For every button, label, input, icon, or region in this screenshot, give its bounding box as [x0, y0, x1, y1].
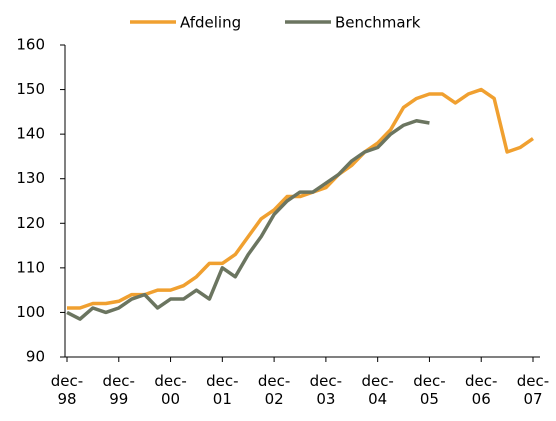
y-tick-label: 140	[16, 125, 45, 143]
x-tick-label: dec- 04	[361, 372, 394, 408]
y-tick-label: 130	[16, 169, 45, 187]
x-tick-label: dec- 02	[257, 372, 291, 408]
series-line	[66, 119, 430, 321]
x-tick-label: dec- 99	[102, 372, 135, 408]
y-tick-label: 100	[16, 303, 45, 321]
x-tick-label: dec- 07	[516, 372, 550, 408]
y-tick-label: 150	[16, 80, 45, 98]
x-tick-label: dec- 03	[309, 372, 343, 408]
x-tick-label: dec- 01	[206, 372, 239, 408]
y-tick-label: 160	[16, 36, 45, 54]
y-tick-label: 90	[26, 348, 45, 366]
y-tick-label: 120	[16, 214, 45, 232]
x-tick-label: dec- 00	[154, 372, 187, 408]
x-tick-label: dec- 06	[465, 372, 498, 408]
legend-label: Benchmark	[335, 14, 421, 32]
x-tick-label: dec- 05	[413, 372, 446, 408]
x-tick-label: dec- 98	[50, 372, 84, 408]
legend-label: Afdeling	[180, 14, 241, 32]
series-line	[67, 87, 534, 310]
y-tick-label: 110	[16, 258, 45, 276]
